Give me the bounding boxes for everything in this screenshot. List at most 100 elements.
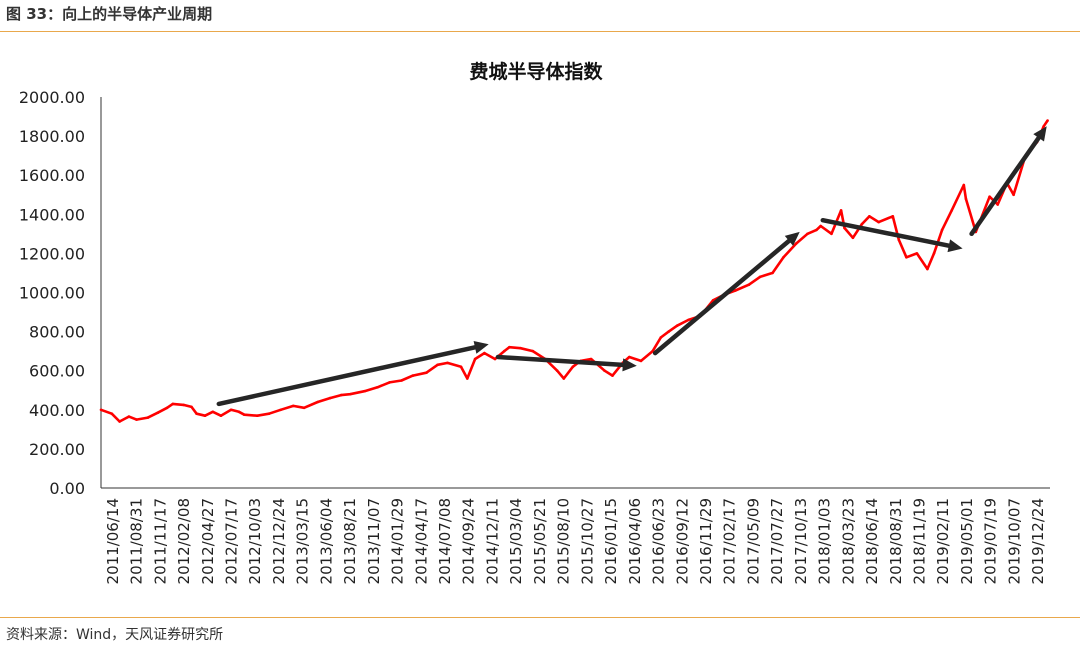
data-point [794,242,798,245]
data-point [555,369,559,373]
data-point [860,222,864,226]
data-point [190,405,193,409]
x-tick-label: 2018/03/23 [839,498,857,584]
header-divider [0,31,1080,32]
data-point [146,416,150,419]
data-point [771,271,774,275]
x-tick-label: 2016/04/06 [626,498,644,584]
data-point [363,389,366,393]
trend-arrow [216,341,489,407]
y-tick-label: 600.00 [29,362,85,381]
trend-arrow [495,354,637,372]
data-point [851,236,855,240]
data-point [905,256,908,259]
x-tick-label: 2012/04/27 [199,498,217,584]
data-point [962,183,966,187]
x-tick-label: 2019/05/01 [958,498,976,584]
x-tick-label: 2019/02/11 [934,498,952,584]
data-point [891,215,895,218]
data-point [603,369,606,373]
x-tick-label: 2015/03/04 [507,498,525,584]
data-point [99,408,103,412]
x-tick-label: 2012/10/03 [246,498,264,584]
x-tick-label: 2018/06/14 [863,498,881,584]
data-point [940,228,944,232]
data-point [195,412,198,416]
y-tick-label: 1400.00 [19,205,85,224]
data-point [425,371,428,375]
x-tick-label: 2014/12/11 [484,498,502,584]
data-point [267,412,271,416]
data-point [165,406,169,410]
x-tick-label: 2011/06/14 [104,498,122,584]
data-point [877,220,880,224]
data-point [519,346,522,350]
footer-divider [0,617,1080,618]
data-point [237,410,241,414]
y-tick-label: 1800.00 [19,127,85,146]
data-point [182,403,185,407]
data-point [279,408,283,412]
y-tick-label: 400.00 [29,401,85,420]
data-point [376,386,379,389]
data-point [118,420,121,423]
trend-arrow [820,217,963,253]
data-point [628,355,631,359]
data-point [473,357,477,361]
data-point [466,377,469,380]
data-point [639,359,643,363]
data-point [503,349,506,353]
x-tick-label: 2013/11/07 [365,498,383,584]
x-tick-label: 2013/08/21 [341,498,359,584]
data-point [328,396,332,400]
data-point [758,275,762,279]
y-tick-label: 1200.00 [19,244,85,263]
data-point [388,381,391,384]
data-point [734,289,737,292]
x-tick-labels: 2011/06/14 2011/08/31 2011/11/17 2012/02/08… [104,498,1047,584]
data-point [1042,125,1045,128]
data-point [747,283,751,286]
data-point [436,363,439,367]
data-point [932,252,936,255]
x-tick-label: 2012/07/17 [223,498,241,584]
data-point [611,374,614,377]
data-point [711,299,715,302]
data-point [562,377,566,380]
data-point [292,404,295,408]
y-tick-label: 800.00 [29,323,85,342]
data-point [819,224,822,228]
data-point [571,365,575,369]
x-tick-label: 2018/11/19 [911,498,929,584]
x-tick-label: 2018/01/03 [816,498,834,584]
data-point [830,232,833,236]
x-tick-label: 2017/10/13 [792,498,810,584]
data-point [843,226,846,230]
data-point [1012,193,1015,197]
x-tick-label: 2017/07/27 [768,498,786,584]
data-point [806,232,809,236]
data-point [211,410,215,414]
x-tick-label: 2015/05/21 [531,498,549,584]
data-point [219,414,223,418]
x-tick-label: 2018/08/31 [887,498,905,584]
data-point [782,256,785,259]
data-point [675,324,679,328]
data-point [203,414,207,418]
data-point [868,215,871,218]
x-tick-label: 2014/01/29 [389,498,407,584]
data-point [243,413,246,417]
data-point [171,402,175,406]
data-point [1046,119,1049,122]
data-point [659,336,663,339]
data-point [996,203,999,206]
y-tick-label: 0.00 [49,479,85,498]
x-tick-label: 2014/04/17 [412,498,430,584]
series-line [100,119,1049,423]
x-tick-label: 2012/12/24 [270,498,288,584]
y-tick-labels: 0.00 200.00 400.00 600.00 800.00 1000.00 1200.… [19,88,85,498]
data-point [348,392,352,396]
x-tick-label: 2011/08/31 [128,498,146,584]
data-point [897,238,901,241]
data-point [667,330,670,333]
